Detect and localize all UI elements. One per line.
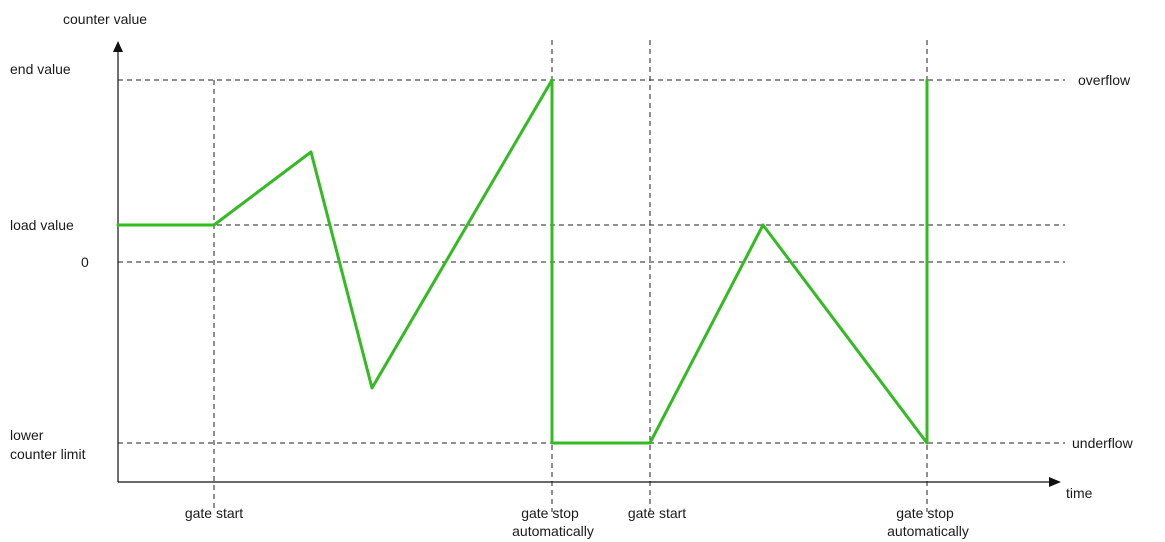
gate-start-2-label: gate start [628,505,686,521]
lower-limit-label-line2: counter limit [10,446,86,462]
y-axis-arrow-icon [113,41,123,52]
gate-start-1-label: gate start [185,505,243,521]
gate-stop-1-label-line1: gate stop [521,505,579,521]
underflow-label: underflow [1072,435,1134,451]
gate-stop-2-label-line1: gate stop [896,505,954,521]
gate-stop-1-label-line2: automatically [512,523,594,539]
counter-curve [116,78,929,445]
load-value-label: load value [10,217,74,233]
lower-limit-label-line1: lower [10,427,44,443]
gate-stop-2-label-line2: automatically [887,523,969,539]
overflow-label: overflow [1078,72,1131,88]
end-value-label: end value [10,61,71,77]
y-axis-label: counter value [63,11,147,27]
zero-label: 0 [81,254,89,270]
x-axis-arrow-icon [1049,477,1061,487]
x-axis-label: time [1066,485,1093,501]
